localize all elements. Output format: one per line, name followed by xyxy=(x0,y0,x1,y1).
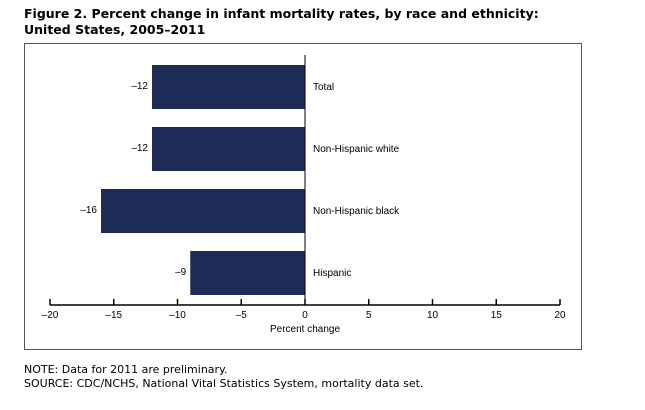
x-tick-label: –10 xyxy=(169,310,186,321)
bar-value-label: –12 xyxy=(131,143,148,154)
bar xyxy=(152,127,305,171)
chart-notes: NOTE: Data for 2011 are preliminary. SOU… xyxy=(24,363,624,391)
x-tick-label: –5 xyxy=(236,310,248,321)
category-label: Hispanic xyxy=(313,268,351,279)
bar xyxy=(190,251,305,295)
source-text: SOURCE: CDC/NCHS, National Vital Statist… xyxy=(24,377,424,390)
bar xyxy=(101,189,305,233)
bar-value-label: –16 xyxy=(80,205,97,216)
bar xyxy=(152,65,305,109)
chart-title: Figure 2. Percent change in infant morta… xyxy=(24,6,539,37)
x-tick-label: 5 xyxy=(366,310,372,321)
x-tick-label: 20 xyxy=(554,310,566,321)
category-label: Total xyxy=(313,82,334,93)
bar-value-label: –12 xyxy=(131,81,148,92)
x-tick-label: –20 xyxy=(42,310,59,321)
x-tick-label: 15 xyxy=(491,310,503,321)
x-axis-label: Percent change xyxy=(270,324,340,335)
category-label: Non-Hispanic white xyxy=(313,144,400,155)
x-tick-label: 10 xyxy=(427,310,439,321)
note-text: NOTE: Data for 2011 are preliminary. xyxy=(24,363,228,376)
chart-frame xyxy=(24,43,582,350)
x-tick-label: –15 xyxy=(105,310,122,321)
bar-value-label: –9 xyxy=(175,267,187,278)
x-tick-label: 0 xyxy=(302,310,308,321)
category-label: Non-Hispanic black xyxy=(313,206,400,217)
